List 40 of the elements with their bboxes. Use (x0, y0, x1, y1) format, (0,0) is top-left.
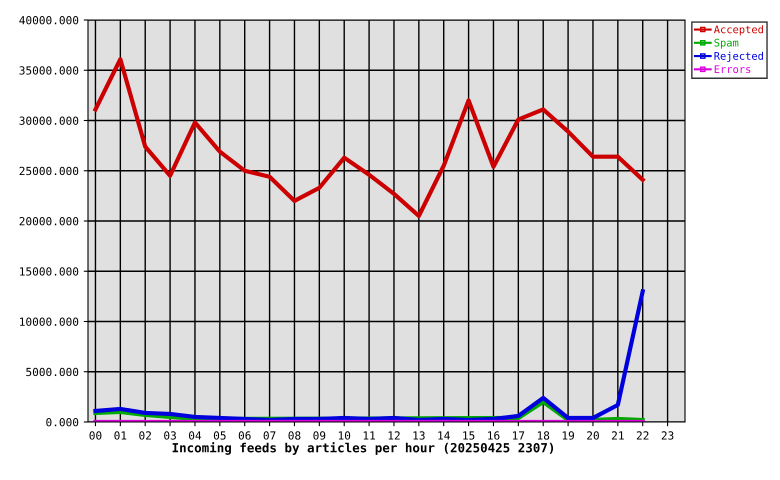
y-tick-label: 10000.000 (20, 318, 78, 326)
y-tick-label: 30000.000 (20, 116, 78, 125)
y-tick-label: 0.000 (46, 418, 78, 426)
y-tick-label: 40000.000 (19, 16, 78, 24)
y-tick-label: 5000.000 (26, 368, 78, 376)
x-tick-label: 14 (438, 431, 450, 440)
x-tick-label: 18 (538, 431, 550, 440)
x-tick-label: 04 (188, 431, 202, 440)
x-tick-label: 06 (238, 431, 251, 440)
x-tick-label: 16 (488, 431, 500, 440)
x-tick-label: 05 (214, 431, 226, 440)
x-tick-label: 03 (164, 431, 176, 440)
line-series (93, 289, 645, 422)
x-tick-label: 17 (512, 431, 524, 440)
legend-label: Accepted (714, 25, 763, 36)
x-tick-label: 13 (413, 431, 425, 440)
legend-label: Errors (714, 65, 750, 74)
x-tick-label: 01 (114, 431, 126, 440)
x-tick-label: 10 (338, 431, 350, 440)
y-tick-label: 35000.000 (20, 66, 78, 75)
x-tick-label: 07 (264, 431, 276, 440)
x-tick-label: 15 (463, 431, 474, 440)
x-tick-label: 23 (662, 431, 674, 440)
x-tick-label: 02 (139, 431, 151, 440)
x-tick-label: 12 (388, 431, 400, 440)
x-tick-label: 20 (587, 431, 599, 440)
x-axis-title: Incoming feeds by articles per hour (20250425 2307) (172, 442, 554, 455)
legend-label: Spam (714, 38, 738, 49)
x-tick-label: 09 (313, 431, 326, 440)
x-tick-label: 00 (89, 431, 102, 440)
x-tick-label: 19 (562, 431, 574, 440)
x-tick-label: 22 (636, 431, 648, 440)
y-tick-label: 20000.000 (20, 217, 78, 226)
line-series (93, 57, 645, 218)
y-tick-label: 15000.000 (20, 267, 78, 276)
x-tick-label: 11 (364, 431, 376, 440)
x-tick-label: 21 (612, 431, 624, 440)
x-tick-label: 08 (288, 431, 300, 440)
y-tick-label: 25000.000 (20, 166, 78, 176)
legend-label: Rejected (714, 52, 763, 62)
